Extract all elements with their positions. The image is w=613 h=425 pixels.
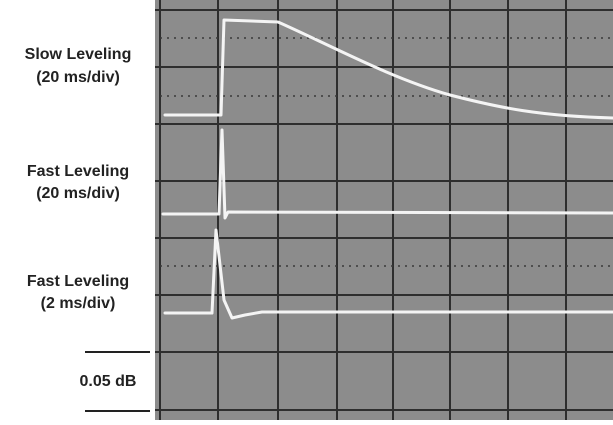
figure: Slow Leveling (20 ms/div) Fast Leveling …	[0, 0, 613, 420]
trace-scale: (20 ms/div)	[36, 69, 120, 86]
reference-label: 0.05 dB	[80, 373, 137, 390]
trace-title: Slow Leveling	[25, 46, 132, 63]
trace-title: Fast Leveling	[27, 163, 129, 180]
trace-title: Fast Leveling	[27, 273, 129, 290]
trace-scale: (2 ms/div)	[41, 295, 116, 312]
trace-scale: (20 ms/div)	[36, 185, 120, 202]
